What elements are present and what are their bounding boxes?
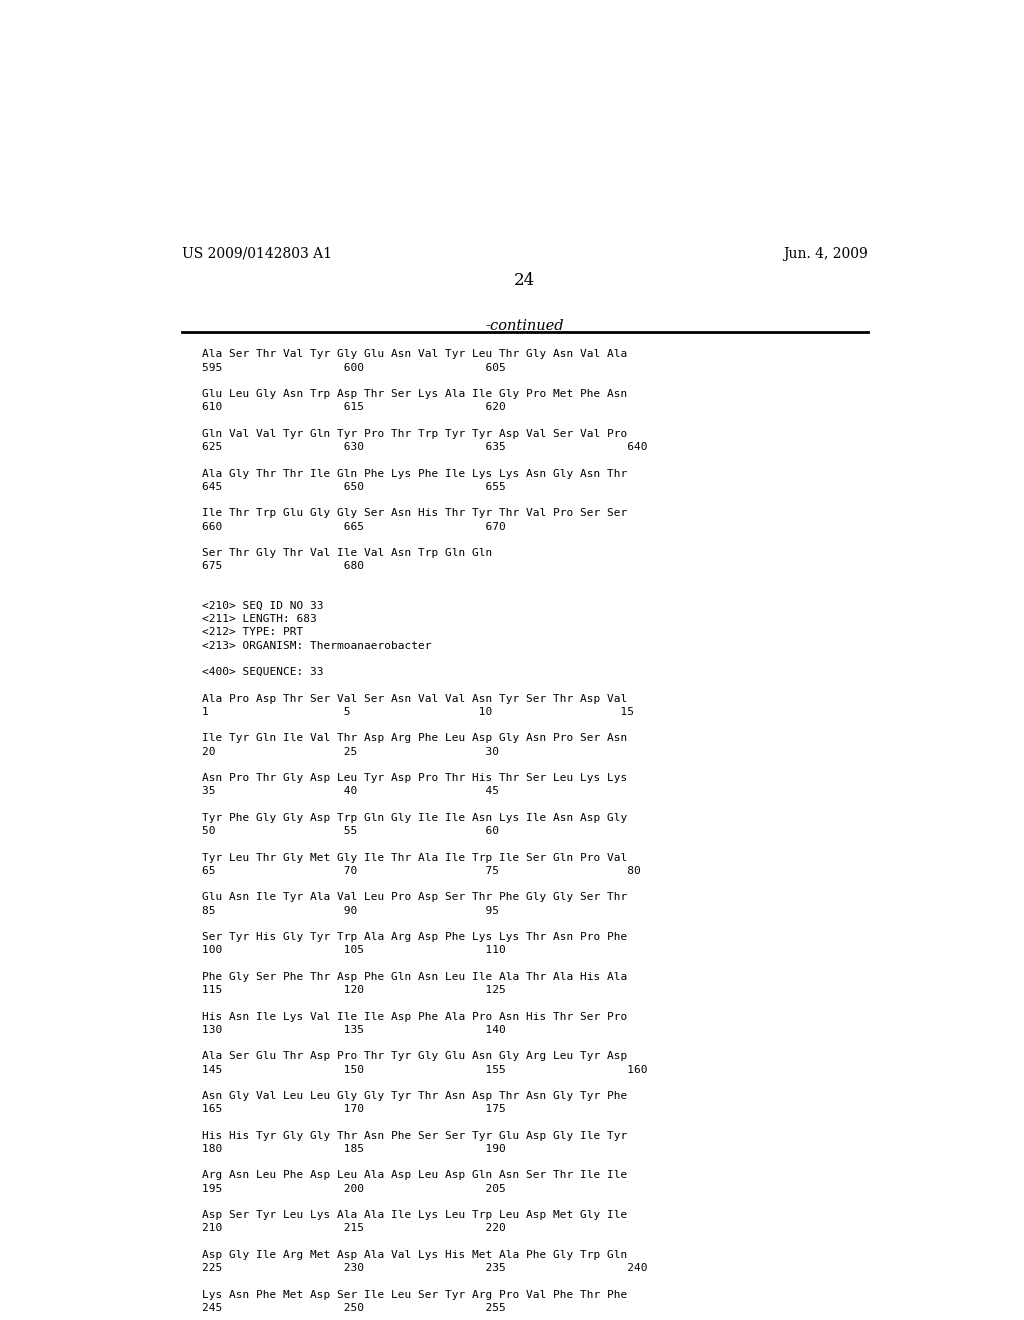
Text: 50                   55                   60: 50 55 60 [202, 826, 499, 836]
Text: 145                  150                  155                  160: 145 150 155 160 [202, 1064, 647, 1074]
Text: 100                  105                  110: 100 105 110 [202, 945, 506, 956]
Text: US 2009/0142803 A1: US 2009/0142803 A1 [182, 247, 332, 261]
Text: 675                  680: 675 680 [202, 561, 364, 572]
Text: 165                  170                  175: 165 170 175 [202, 1105, 506, 1114]
Text: 595                  600                  605: 595 600 605 [202, 363, 506, 372]
Text: 85                   90                   95: 85 90 95 [202, 906, 499, 916]
Text: 35                   40                   45: 35 40 45 [202, 787, 499, 796]
Text: Glu Asn Ile Tyr Ala Val Leu Pro Asp Ser Thr Phe Gly Gly Ser Thr: Glu Asn Ile Tyr Ala Val Leu Pro Asp Ser … [202, 892, 627, 903]
Text: Glu Leu Gly Asn Trp Asp Thr Ser Lys Ala Ile Gly Pro Met Phe Asn: Glu Leu Gly Asn Trp Asp Thr Ser Lys Ala … [202, 389, 627, 399]
Text: His Asn Ile Lys Val Ile Ile Asp Phe Ala Pro Asn His Thr Ser Pro: His Asn Ile Lys Val Ile Ile Asp Phe Ala … [202, 1011, 627, 1022]
Text: Asn Gly Val Leu Leu Gly Gly Tyr Thr Asn Asp Thr Asn Gly Tyr Phe: Asn Gly Val Leu Leu Gly Gly Tyr Thr Asn … [202, 1092, 627, 1101]
Text: 645                  650                  655: 645 650 655 [202, 482, 506, 492]
Text: 210                  215                  220: 210 215 220 [202, 1224, 506, 1233]
Text: <400> SEQUENCE: 33: <400> SEQUENCE: 33 [202, 667, 324, 677]
Text: <210> SEQ ID NO 33: <210> SEQ ID NO 33 [202, 601, 324, 611]
Text: Lys Asn Phe Met Asp Ser Ile Leu Ser Tyr Arg Pro Val Phe Thr Phe: Lys Asn Phe Met Asp Ser Ile Leu Ser Tyr … [202, 1290, 627, 1300]
Text: Ala Ser Thr Val Tyr Gly Glu Asn Val Tyr Leu Thr Gly Asn Val Ala: Ala Ser Thr Val Tyr Gly Glu Asn Val Tyr … [202, 350, 627, 359]
Text: 20                   25                   30: 20 25 30 [202, 747, 499, 756]
Text: Ser Tyr His Gly Tyr Trp Ala Arg Asp Phe Lys Lys Thr Asn Pro Phe: Ser Tyr His Gly Tyr Trp Ala Arg Asp Phe … [202, 932, 627, 942]
Text: Arg Asn Leu Phe Asp Leu Ala Asp Leu Asp Gln Asn Ser Thr Ile Ile: Arg Asn Leu Phe Asp Leu Ala Asp Leu Asp … [202, 1171, 627, 1180]
Text: Ile Thr Trp Glu Gly Gly Ser Asn His Thr Tyr Thr Val Pro Ser Ser: Ile Thr Trp Glu Gly Gly Ser Asn His Thr … [202, 508, 627, 519]
Text: Asn Pro Thr Gly Asp Leu Tyr Asp Pro Thr His Thr Ser Leu Lys Lys: Asn Pro Thr Gly Asp Leu Tyr Asp Pro Thr … [202, 774, 627, 783]
Text: 180                  185                  190: 180 185 190 [202, 1144, 506, 1154]
Text: Jun. 4, 2009: Jun. 4, 2009 [783, 247, 868, 261]
Text: -continued: -continued [485, 318, 564, 333]
Text: Ala Gly Thr Thr Ile Gln Phe Lys Phe Ile Lys Lys Asn Gly Asn Thr: Ala Gly Thr Thr Ile Gln Phe Lys Phe Ile … [202, 469, 627, 479]
Text: <213> ORGANISM: Thermoanaerobacter: <213> ORGANISM: Thermoanaerobacter [202, 640, 431, 651]
Text: 24: 24 [514, 272, 536, 289]
Text: Asp Gly Ile Arg Met Asp Ala Val Lys His Met Ala Phe Gly Trp Gln: Asp Gly Ile Arg Met Asp Ala Val Lys His … [202, 1250, 627, 1261]
Text: His His Tyr Gly Gly Thr Asn Phe Ser Ser Tyr Glu Asp Gly Ile Tyr: His His Tyr Gly Gly Thr Asn Phe Ser Ser … [202, 1131, 627, 1140]
Text: <212> TYPE: PRT: <212> TYPE: PRT [202, 627, 303, 638]
Text: Gln Val Val Tyr Gln Tyr Pro Thr Trp Tyr Tyr Asp Val Ser Val Pro: Gln Val Val Tyr Gln Tyr Pro Thr Trp Tyr … [202, 429, 627, 438]
Text: 245                  250                  255: 245 250 255 [202, 1303, 506, 1313]
Text: 1                    5                   10                   15: 1 5 10 15 [202, 708, 634, 717]
Text: Ala Pro Asp Thr Ser Val Ser Asn Val Val Asn Tyr Ser Thr Asp Val: Ala Pro Asp Thr Ser Val Ser Asn Val Val … [202, 694, 627, 704]
Text: 625                  630                  635                  640: 625 630 635 640 [202, 442, 647, 451]
Text: Phe Gly Ser Phe Thr Asp Phe Gln Asn Leu Ile Ala Thr Ala His Ala: Phe Gly Ser Phe Thr Asp Phe Gln Asn Leu … [202, 972, 627, 982]
Text: Tyr Phe Gly Gly Asp Trp Gln Gly Ile Ile Asn Lys Ile Asn Asp Gly: Tyr Phe Gly Gly Asp Trp Gln Gly Ile Ile … [202, 813, 627, 822]
Text: 195                  200                  205: 195 200 205 [202, 1184, 506, 1193]
Text: <211> LENGTH: 683: <211> LENGTH: 683 [202, 614, 316, 624]
Text: Ala Ser Glu Thr Asp Pro Thr Tyr Gly Glu Asn Gly Arg Leu Tyr Asp: Ala Ser Glu Thr Asp Pro Thr Tyr Gly Glu … [202, 1051, 627, 1061]
Text: 660                  665                  670: 660 665 670 [202, 521, 506, 532]
Text: 65                   70                   75                   80: 65 70 75 80 [202, 866, 640, 876]
Text: Tyr Leu Thr Gly Met Gly Ile Thr Ala Ile Trp Ile Ser Gln Pro Val: Tyr Leu Thr Gly Met Gly Ile Thr Ala Ile … [202, 853, 627, 863]
Text: 115                  120                  125: 115 120 125 [202, 985, 506, 995]
Text: 610                  615                  620: 610 615 620 [202, 403, 506, 412]
Text: Ser Thr Gly Thr Val Ile Val Asn Trp Gln Gln: Ser Thr Gly Thr Val Ile Val Asn Trp Gln … [202, 548, 492, 558]
Text: 225                  230                  235                  240: 225 230 235 240 [202, 1263, 647, 1274]
Text: Ile Tyr Gln Ile Val Thr Asp Arg Phe Leu Asp Gly Asn Pro Ser Asn: Ile Tyr Gln Ile Val Thr Asp Arg Phe Leu … [202, 734, 627, 743]
Text: 130                  135                  140: 130 135 140 [202, 1024, 506, 1035]
Text: Asp Ser Tyr Leu Lys Ala Ala Ile Lys Leu Trp Leu Asp Met Gly Ile: Asp Ser Tyr Leu Lys Ala Ala Ile Lys Leu … [202, 1210, 627, 1220]
